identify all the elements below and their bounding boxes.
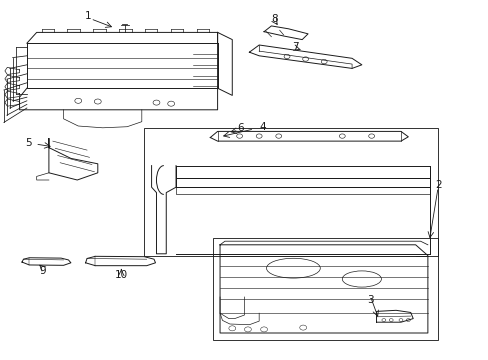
Text: 3: 3 [366, 294, 373, 305]
Text: 2: 2 [434, 180, 441, 190]
Bar [144, 128, 437, 256]
Text: 6: 6 [237, 123, 244, 133]
Text: 10: 10 [115, 270, 127, 280]
Text: 1: 1 [84, 11, 91, 21]
Text: 4: 4 [259, 122, 265, 132]
Text: 8: 8 [271, 14, 278, 24]
Text: 7: 7 [292, 42, 299, 52]
Bar [212, 238, 437, 340]
Text: 5: 5 [25, 138, 32, 148]
Text: 9: 9 [40, 266, 46, 276]
